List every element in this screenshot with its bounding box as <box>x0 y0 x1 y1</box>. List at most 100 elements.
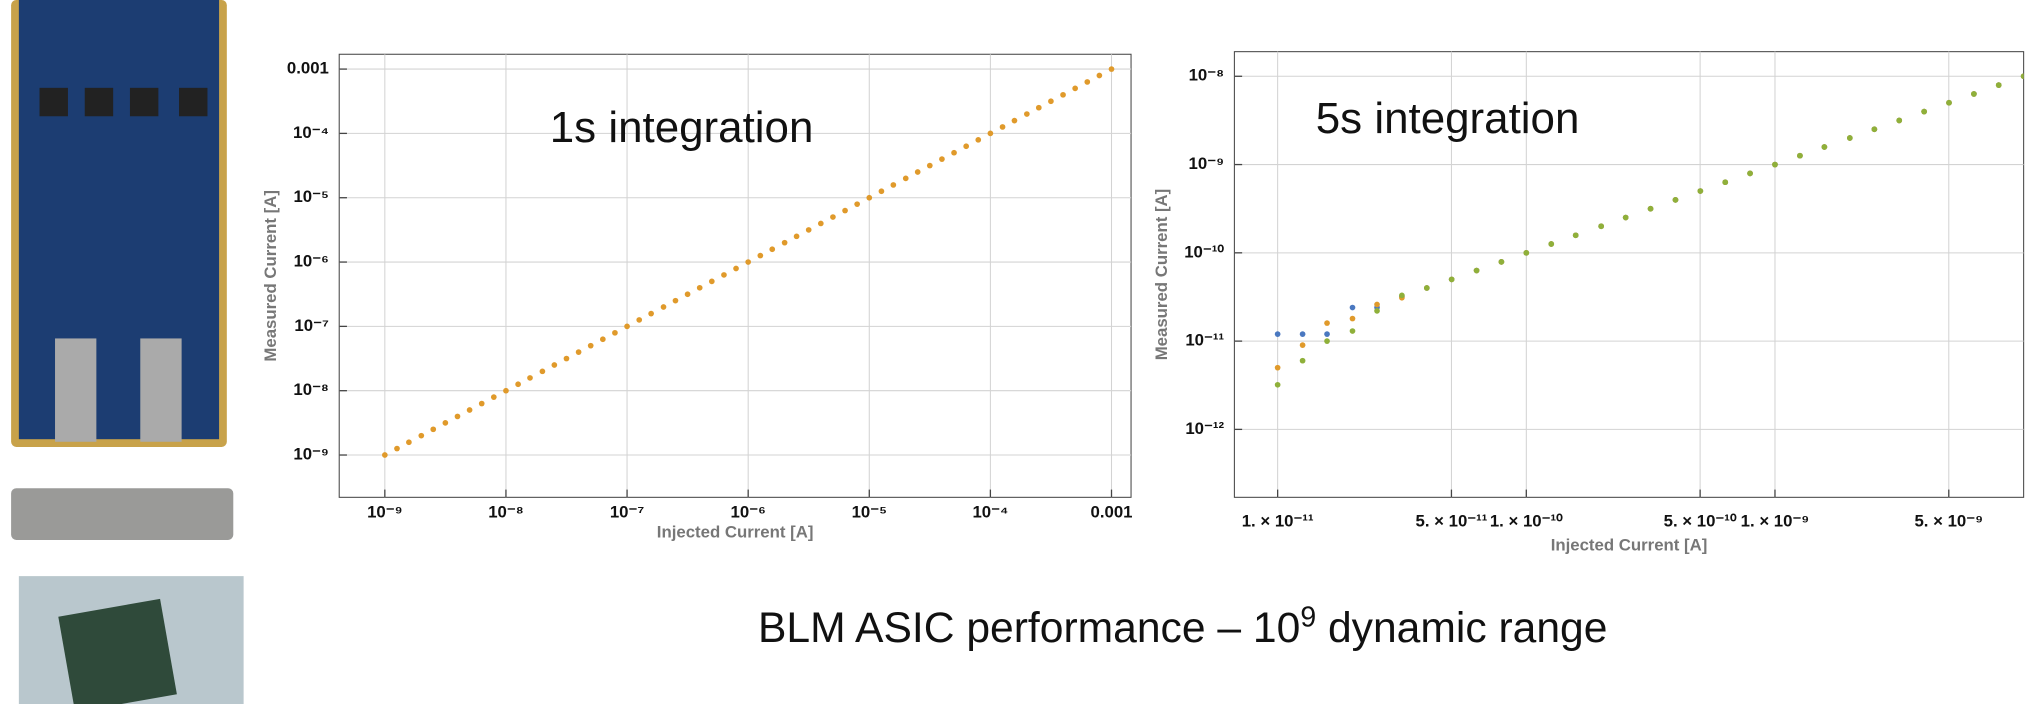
point <box>1995 82 2002 88</box>
board-chip <box>39 87 68 117</box>
point <box>1060 91 1066 98</box>
point <box>1423 285 1430 291</box>
point <box>648 310 654 317</box>
slide-title: BLM ASIC performance – 109 dynamic range <box>758 601 1607 652</box>
point <box>503 387 509 394</box>
point <box>660 304 667 310</box>
x-tick-label: 5. × 10⁻¹¹ <box>1416 511 1488 530</box>
photos <box>11 0 244 704</box>
chart: 10⁻⁹ 10⁻⁸ 10⁻⁷ 10⁻⁶ 10⁻⁵ 10⁻⁴ 0.001 0.001 10⁻⁴ 10… <box>261 53 1133 541</box>
point <box>1797 152 1803 159</box>
point <box>442 420 449 426</box>
point <box>1598 223 1605 230</box>
plot-area <box>1233 51 2025 498</box>
point <box>769 246 776 253</box>
point <box>612 329 618 336</box>
point <box>563 355 570 362</box>
point <box>1274 364 1281 371</box>
point <box>539 368 546 375</box>
point <box>817 220 824 227</box>
point <box>466 407 473 413</box>
title-superscript: 9 <box>1300 601 1316 633</box>
point <box>842 207 848 214</box>
point <box>1448 276 1455 283</box>
point <box>1647 205 1654 212</box>
point <box>1324 331 1330 337</box>
x-tick-label: 5. × 10⁻¹⁰ <box>1664 511 1737 530</box>
point <box>1473 267 1480 274</box>
annotation: 1s integration <box>550 103 814 152</box>
y-tick-label: 0.001 <box>287 59 329 78</box>
x-tick-label: 10⁻⁵ <box>852 502 887 521</box>
point <box>1299 357 1306 364</box>
point <box>478 400 485 407</box>
point <box>1274 381 1281 388</box>
x-tick-label: 1. × 10⁻¹⁰ <box>1490 511 1563 530</box>
point <box>975 137 982 143</box>
x-tick-label: 10⁻⁶ <box>731 502 766 521</box>
point <box>914 169 921 175</box>
point <box>1084 79 1091 85</box>
x-axis-label: Injected Current [A] <box>1551 535 1708 554</box>
point <box>1374 308 1380 314</box>
point <box>890 182 897 188</box>
point <box>1697 188 1704 194</box>
point <box>1299 331 1306 337</box>
point <box>381 452 388 458</box>
point <box>2020 73 2024 80</box>
point <box>1871 126 1878 133</box>
point <box>394 445 400 452</box>
point <box>1324 320 1330 326</box>
board-photo <box>18 0 220 440</box>
board-chip <box>84 87 114 117</box>
point <box>684 291 691 298</box>
point <box>1349 315 1356 322</box>
points <box>1274 73 2024 388</box>
point <box>721 272 727 278</box>
y-tick-label: 10⁻¹² <box>1185 419 1224 438</box>
point <box>1072 85 1078 92</box>
x-tick-label: 1. × 10⁻⁹ <box>1741 511 1810 530</box>
point <box>708 278 715 285</box>
point <box>1672 197 1679 203</box>
point <box>1722 179 1729 186</box>
y-tick-label: 10⁻⁷ <box>294 316 329 335</box>
point <box>1622 214 1629 221</box>
y-axis-label: Measured Current [A] <box>1152 189 1171 361</box>
point <box>1921 108 1927 115</box>
point <box>551 362 558 368</box>
x-tick-label: 10⁻⁸ <box>488 502 523 521</box>
point <box>515 381 521 388</box>
point <box>1024 111 1030 117</box>
point <box>1971 91 1977 97</box>
points <box>381 66 1115 458</box>
y-tick-label: 10⁻⁴ <box>293 123 329 142</box>
point <box>1846 135 1853 141</box>
point <box>866 194 873 201</box>
point <box>757 252 764 259</box>
y-tick-label: 10⁻⁵ <box>293 187 328 206</box>
point <box>575 349 582 355</box>
chip <box>58 598 177 704</box>
y-tick-label: 10⁻⁸ <box>1189 66 1224 85</box>
point <box>1324 338 1330 344</box>
point <box>1747 170 1753 177</box>
point <box>1096 72 1103 79</box>
point <box>672 297 679 304</box>
point <box>902 175 909 182</box>
board-chip <box>129 87 159 117</box>
point <box>793 233 800 240</box>
y-axis-label: Measured Current [A] <box>261 190 280 362</box>
point <box>1048 98 1054 105</box>
point <box>1349 304 1356 311</box>
x-tick-label: 10⁻⁷ <box>610 502 645 521</box>
point <box>587 342 594 349</box>
point <box>454 413 461 420</box>
y-tick-label: 10⁻⁹ <box>293 444 329 463</box>
point <box>636 317 643 323</box>
point <box>1011 117 1018 124</box>
chart: 1. × 10⁻¹¹ 5. × 10⁻¹¹ 1. × 10⁻¹⁰ 5. × 10⁻¹⁰… <box>1152 51 2025 554</box>
point <box>1035 104 1042 111</box>
